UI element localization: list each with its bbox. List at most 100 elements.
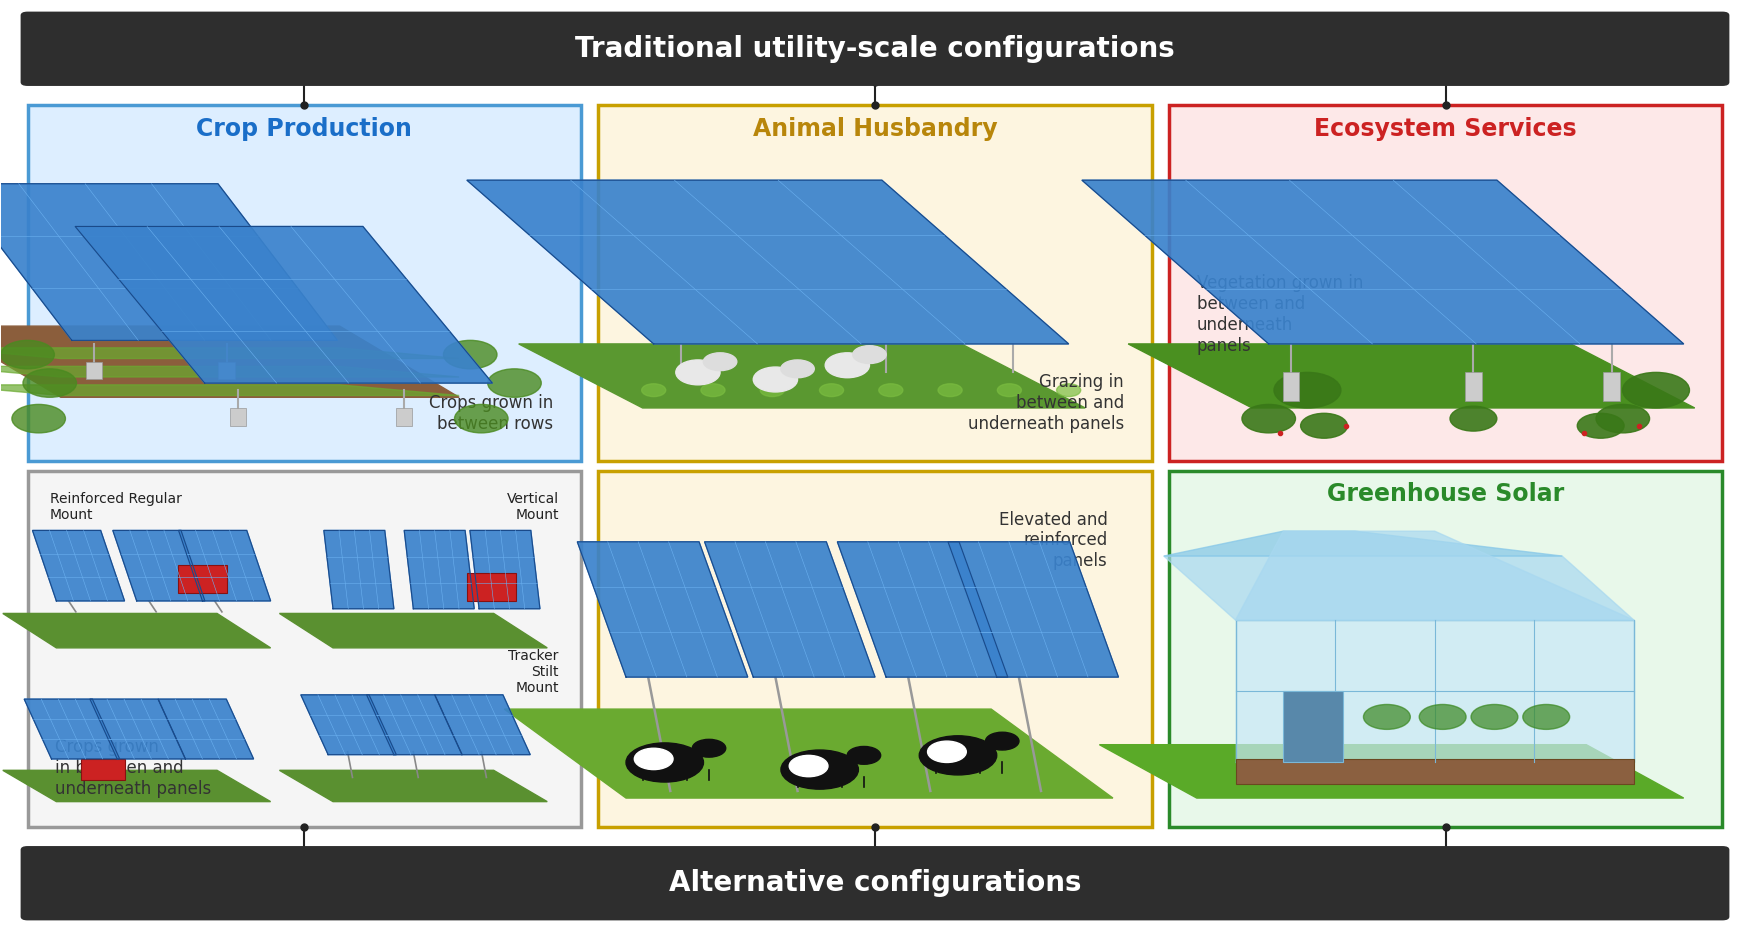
FancyBboxPatch shape (396, 408, 413, 426)
Circle shape (455, 404, 507, 432)
FancyBboxPatch shape (1603, 373, 1620, 401)
Polygon shape (404, 530, 474, 609)
Circle shape (702, 384, 724, 397)
Polygon shape (4, 613, 271, 648)
Polygon shape (89, 699, 186, 759)
Circle shape (1577, 413, 1624, 438)
Text: Animal Husbandry: Animal Husbandry (752, 116, 997, 141)
Ellipse shape (928, 741, 966, 762)
Polygon shape (1164, 531, 1563, 556)
FancyBboxPatch shape (1236, 759, 1635, 784)
Polygon shape (4, 771, 271, 802)
Polygon shape (518, 344, 1085, 408)
Polygon shape (1082, 180, 1684, 344)
FancyBboxPatch shape (1283, 692, 1342, 762)
Ellipse shape (626, 743, 704, 782)
FancyBboxPatch shape (178, 565, 228, 593)
FancyBboxPatch shape (80, 759, 124, 780)
Circle shape (1451, 406, 1496, 432)
Polygon shape (578, 541, 747, 677)
Polygon shape (75, 226, 492, 383)
Polygon shape (178, 530, 271, 601)
Circle shape (985, 733, 1018, 750)
Circle shape (997, 384, 1022, 397)
Circle shape (938, 384, 962, 397)
Polygon shape (280, 613, 548, 648)
Ellipse shape (676, 360, 719, 385)
Circle shape (1242, 404, 1295, 432)
Ellipse shape (826, 353, 870, 377)
Circle shape (1274, 373, 1340, 408)
Polygon shape (301, 695, 396, 755)
Polygon shape (33, 530, 124, 601)
Polygon shape (280, 771, 548, 802)
Circle shape (1522, 705, 1570, 730)
Circle shape (488, 369, 541, 397)
Polygon shape (1129, 344, 1694, 408)
Text: Reinforced Regular
Mount: Reinforced Regular Mount (49, 492, 182, 522)
Polygon shape (0, 385, 458, 395)
FancyBboxPatch shape (1283, 373, 1298, 401)
Circle shape (1300, 413, 1348, 438)
Ellipse shape (919, 735, 997, 774)
FancyBboxPatch shape (28, 471, 581, 827)
Polygon shape (0, 326, 458, 397)
Polygon shape (434, 695, 530, 755)
FancyBboxPatch shape (21, 11, 1729, 86)
Ellipse shape (780, 750, 859, 789)
FancyBboxPatch shape (86, 362, 102, 379)
Ellipse shape (752, 367, 798, 392)
FancyBboxPatch shape (467, 573, 516, 601)
Polygon shape (0, 184, 338, 340)
Polygon shape (1236, 531, 1635, 620)
Circle shape (760, 384, 784, 397)
Circle shape (443, 340, 497, 369)
Circle shape (704, 353, 737, 371)
Polygon shape (504, 709, 1113, 798)
Polygon shape (366, 695, 462, 755)
FancyBboxPatch shape (598, 105, 1152, 461)
Circle shape (878, 384, 903, 397)
Circle shape (1057, 384, 1082, 397)
Ellipse shape (634, 748, 674, 770)
Polygon shape (324, 530, 394, 609)
Circle shape (1622, 373, 1689, 408)
FancyBboxPatch shape (1465, 373, 1482, 401)
FancyBboxPatch shape (1169, 105, 1722, 461)
Circle shape (642, 384, 665, 397)
Circle shape (780, 360, 814, 377)
Text: Greenhouse Solar: Greenhouse Solar (1326, 482, 1564, 506)
Polygon shape (838, 541, 1008, 677)
FancyBboxPatch shape (1169, 471, 1722, 827)
Polygon shape (112, 530, 205, 601)
Circle shape (852, 346, 886, 363)
Circle shape (23, 369, 77, 397)
Circle shape (1363, 705, 1410, 730)
FancyBboxPatch shape (219, 362, 234, 379)
Circle shape (1472, 705, 1517, 730)
Circle shape (0, 340, 54, 369)
Text: Traditional utility-scale configurations: Traditional utility-scale configurations (576, 34, 1174, 62)
Text: Crops grown
in between and
underneath panels: Crops grown in between and underneath pa… (56, 738, 212, 798)
Text: Ecosystem Services: Ecosystem Services (1314, 116, 1577, 141)
Circle shape (1419, 705, 1466, 730)
Polygon shape (0, 348, 458, 359)
Polygon shape (949, 541, 1118, 677)
Circle shape (12, 404, 65, 432)
Text: Crops grown in
between rows: Crops grown in between rows (429, 394, 553, 432)
Polygon shape (471, 530, 541, 609)
Polygon shape (705, 541, 875, 677)
Text: Crop Production: Crop Production (196, 116, 413, 141)
Text: Elevated and
reinforced
panels: Elevated and reinforced panels (999, 511, 1108, 570)
Polygon shape (1099, 745, 1684, 798)
Polygon shape (0, 366, 458, 377)
FancyBboxPatch shape (28, 105, 581, 461)
Text: Tracker
Stilt
Mount: Tracker Stilt Mount (509, 649, 558, 695)
FancyBboxPatch shape (21, 846, 1729, 921)
Polygon shape (467, 180, 1069, 344)
Polygon shape (1236, 620, 1635, 762)
FancyBboxPatch shape (598, 471, 1152, 827)
Circle shape (847, 747, 880, 764)
Text: Vertical
Mount: Vertical Mount (507, 492, 558, 522)
Text: Grazing in
between and
underneath panels: Grazing in between and underneath panels (968, 374, 1124, 432)
